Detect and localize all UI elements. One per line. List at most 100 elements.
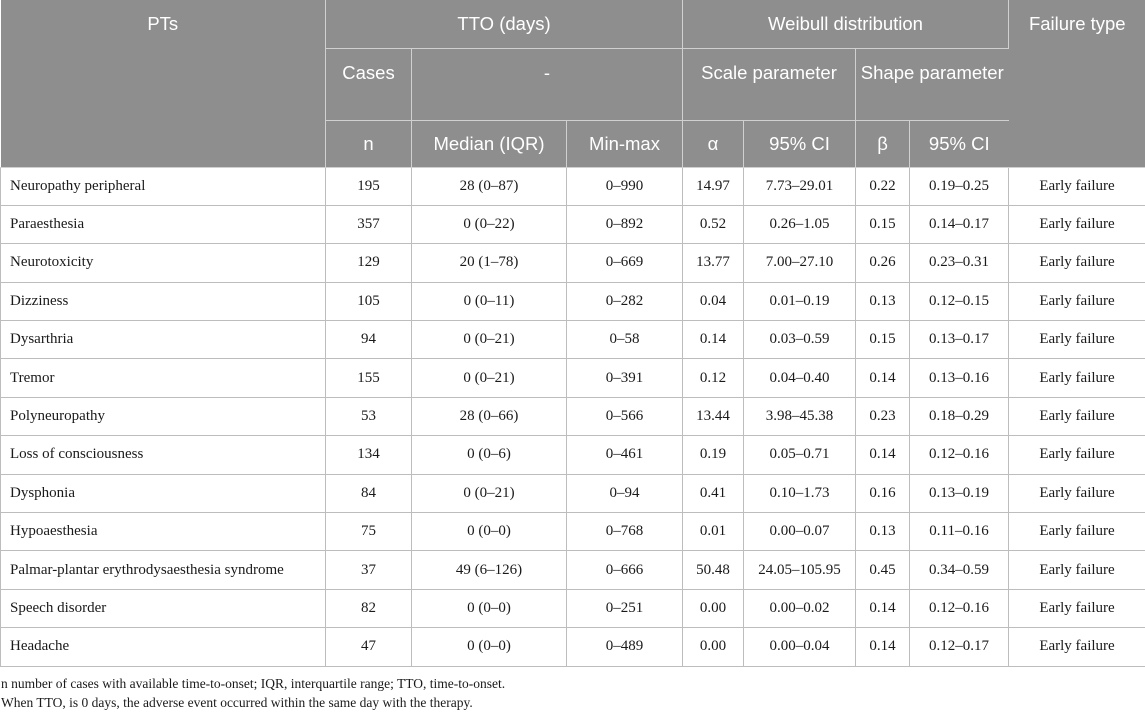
table-header: PTs TTO (days) Weibull distribution Fail…	[0, 0, 1145, 168]
cell-min-max: 0–892	[565, 204, 684, 245]
cell-n: 47	[325, 627, 412, 667]
header-scale-parameter: Scale parameter	[682, 48, 857, 121]
cell-n: 37	[325, 550, 412, 590]
cell-median-iqr: 0 (0–0)	[411, 512, 567, 552]
cell-n: 195	[325, 166, 412, 206]
cell-pt: Neurotoxicity	[0, 243, 326, 283]
cell-ci-alpha: 7.00–27.10	[743, 243, 857, 283]
cell-min-max: 0–461	[565, 435, 684, 475]
cell-ci-beta: 0.13–0.16	[909, 358, 1010, 398]
cell-min-max: 0–391	[565, 358, 684, 398]
cell-alpha: 0.00	[682, 627, 745, 667]
cell-failure-type: Early failure	[1008, 243, 1145, 283]
cell-ci-alpha: 3.98–45.38	[743, 396, 857, 437]
cell-alpha: 0.14	[682, 320, 745, 360]
cell-alpha: 0.00	[682, 588, 745, 629]
cell-ci-beta: 0.23–0.31	[909, 243, 1010, 283]
cell-failure-type: Early failure	[1008, 281, 1145, 322]
cell-ci-beta: 0.34–0.59	[909, 550, 1010, 590]
table-row: Speech disorder 82 0 (0–0) 0–251 0.00 0.00–0.…	[0, 588, 1145, 629]
cell-beta: 0.22	[855, 166, 911, 206]
cell-ci-alpha: 0.03–0.59	[743, 320, 857, 360]
cell-pt: Dizziness	[0, 281, 326, 322]
cell-min-max: 0–669	[565, 243, 684, 283]
header-failure-type: Failure type	[1008, 0, 1145, 168]
cell-min-max: 0–768	[565, 512, 684, 552]
cell-ci-alpha: 7.73–29.01	[743, 166, 857, 206]
header-pts: PTs	[0, 0, 326, 168]
cell-ci-beta: 0.12–0.16	[909, 435, 1010, 475]
cell-beta: 0.45	[855, 550, 911, 590]
cell-min-max: 0–489	[565, 627, 684, 667]
header-ci-alpha: 95% CI	[743, 120, 857, 168]
header-n: n	[325, 120, 412, 168]
table-row: Hypoaesthesia 75 0 (0–0) 0–768 0.01 0.00–0.07…	[0, 512, 1145, 552]
header-weibull: Weibull distribution	[682, 0, 1010, 49]
cell-beta: 0.14	[855, 358, 911, 398]
cell-failure-type: Early failure	[1008, 550, 1145, 590]
cell-pt: Loss of consciousness	[0, 435, 326, 475]
footnotes: n number of cases with available time-to…	[0, 674, 1145, 712]
cell-median-iqr: 0 (0–22)	[411, 204, 567, 245]
cell-min-max: 0–666	[565, 550, 684, 590]
cell-alpha: 0.01	[682, 512, 745, 552]
cell-n: 75	[325, 512, 412, 552]
cell-alpha: 0.41	[682, 473, 745, 514]
cell-alpha: 0.19	[682, 435, 745, 475]
cell-alpha: 0.12	[682, 358, 745, 398]
header-beta: β	[855, 120, 911, 168]
cell-ci-alpha: 0.00–0.02	[743, 588, 857, 629]
table-row: Dizziness 105 0 (0–11) 0–282 0.04 0.01–0.19 0.…	[0, 281, 1145, 322]
cell-ci-beta: 0.11–0.16	[909, 512, 1010, 552]
cell-pt: Headache	[0, 627, 326, 667]
cell-min-max: 0–566	[565, 396, 684, 437]
cell-beta: 0.15	[855, 204, 911, 245]
cell-ci-alpha: 0.00–0.04	[743, 627, 857, 667]
cell-median-iqr: 0 (0–11)	[411, 281, 567, 322]
table-row: Dysphonia 84 0 (0–21) 0–94 0.41 0.10–1.73 0.16…	[0, 473, 1145, 514]
cell-alpha: 14.97	[682, 166, 745, 206]
cell-ci-alpha: 24.05–105.95	[743, 550, 857, 590]
cell-failure-type: Early failure	[1008, 166, 1145, 206]
cell-n: 155	[325, 358, 412, 398]
cell-n: 134	[325, 435, 412, 475]
cell-ci-beta: 0.14–0.17	[909, 204, 1010, 245]
cell-ci-alpha: 0.05–0.71	[743, 435, 857, 475]
cell-failure-type: Early failure	[1008, 320, 1145, 360]
table-row: Headache 47 0 (0–0) 0–489 0.00 0.00–0.04 0.14 0…	[0, 627, 1145, 667]
table-row: Tremor 155 0 (0–21) 0–391 0.12 0.04–0.40 0.14 0…	[0, 358, 1145, 398]
cell-pt: Polyneuropathy	[0, 396, 326, 437]
cell-median-iqr: 28 (0–87)	[411, 166, 567, 206]
footnote: When TTO, is 0 days, the adverse event o…	[1, 695, 473, 710]
cell-pt: Dysphonia	[0, 473, 326, 514]
table-row: Polyneuropathy 53 28 (0–66) 0–566 13.44 3.98–…	[0, 396, 1145, 437]
header-median-iqr: Median (IQR)	[411, 120, 567, 168]
cell-ci-alpha: 0.10–1.73	[743, 473, 857, 514]
data-table: PTs TTO (days) Weibull distribution Fail…	[0, 0, 1145, 667]
cell-beta: 0.23	[855, 396, 911, 437]
cell-failure-type: Early failure	[1008, 396, 1145, 437]
table-body: Neuropathy peripheral 195 28 (0–87) 0–990 14…	[0, 166, 1145, 667]
cell-failure-type: Early failure	[1008, 473, 1145, 514]
header-tto: TTO (days)	[325, 0, 684, 49]
cell-failure-type: Early failure	[1008, 435, 1145, 475]
cell-pt: Neuropathy peripheral	[0, 166, 326, 206]
cell-pt: Paraesthesia	[0, 204, 326, 245]
cell-median-iqr: 49 (6–126)	[411, 550, 567, 590]
cell-alpha: 50.48	[682, 550, 745, 590]
cell-median-iqr: 0 (0–21)	[411, 473, 567, 514]
header-min-max: Min-max	[566, 120, 684, 168]
cell-pt: Speech disorder	[0, 588, 326, 629]
cell-n: 357	[325, 204, 412, 245]
cell-ci-beta: 0.13–0.19	[909, 473, 1010, 514]
cell-median-iqr: 28 (0–66)	[411, 396, 567, 437]
cell-beta: 0.14	[855, 435, 911, 475]
header-shape-parameter: Shape parameter	[855, 48, 1009, 121]
table-row: Palmar-plantar erythrodysaesthesia syndr…	[0, 550, 1145, 590]
footnote: n number of cases with available time-to…	[1, 676, 506, 691]
cell-alpha: 13.44	[682, 396, 745, 437]
cell-beta: 0.15	[855, 320, 911, 360]
cell-failure-type: Early failure	[1008, 358, 1145, 398]
cell-beta: 0.16	[855, 473, 911, 514]
table-row: Dysarthria 94 0 (0–21) 0–58 0.14 0.03–0.59 0.1…	[0, 320, 1145, 360]
